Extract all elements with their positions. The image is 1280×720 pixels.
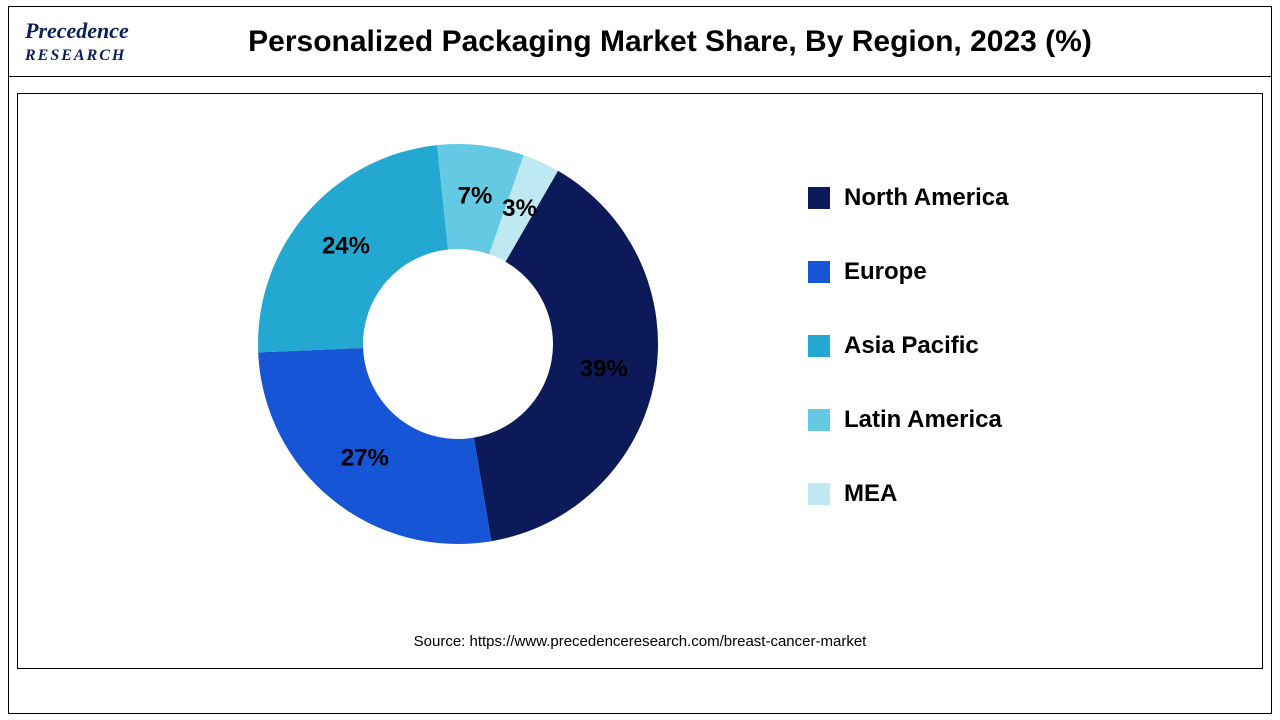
slice-label: 24%: [322, 233, 370, 260]
logo-line2: RESEARCH: [25, 47, 126, 64]
legend-label: MEA: [844, 480, 897, 508]
slice-label: 3%: [502, 195, 537, 222]
legend-swatch: [808, 187, 830, 209]
header-row: Precedence RESEARCH Personalized Packagi…: [9, 7, 1271, 77]
donut-chart: 39% 27% 24% 7% 3%: [248, 134, 668, 554]
legend-swatch: [808, 335, 830, 357]
legend-item: MEA: [808, 480, 1168, 508]
slice-label: 7%: [458, 182, 493, 209]
legend-label: North America: [844, 184, 1008, 212]
chart-title: Personalized Packaging Market Share, By …: [185, 25, 1255, 59]
source-text: Source: https://www.precedenceresearch.c…: [18, 633, 1262, 650]
legend: North America Europe Asia Pacific Latin Ame…: [808, 184, 1168, 554]
outer-frame: Precedence RESEARCH Personalized Packagi…: [8, 6, 1272, 714]
legend-item: North America: [808, 184, 1168, 212]
legend-swatch: [808, 261, 830, 283]
legend-swatch: [808, 483, 830, 505]
brand-logo: Precedence RESEARCH: [25, 20, 185, 64]
slice-label: 27%: [341, 444, 389, 471]
legend-label: Latin America: [844, 406, 1002, 434]
legend-label: Europe: [844, 258, 927, 286]
legend-label: Asia Pacific: [844, 332, 979, 360]
legend-item: Latin America: [808, 406, 1168, 434]
legend-item: Asia Pacific: [808, 332, 1168, 360]
slice-label: 39%: [580, 356, 628, 383]
legend-item: Europe: [808, 258, 1168, 286]
logo-line1: Precedence: [25, 18, 129, 43]
chart-area: 39% 27% 24% 7% 3% North America Europe Asia Pa…: [17, 93, 1263, 669]
legend-swatch: [808, 409, 830, 431]
donut-svg: 39% 27% 24% 7% 3%: [248, 134, 668, 554]
